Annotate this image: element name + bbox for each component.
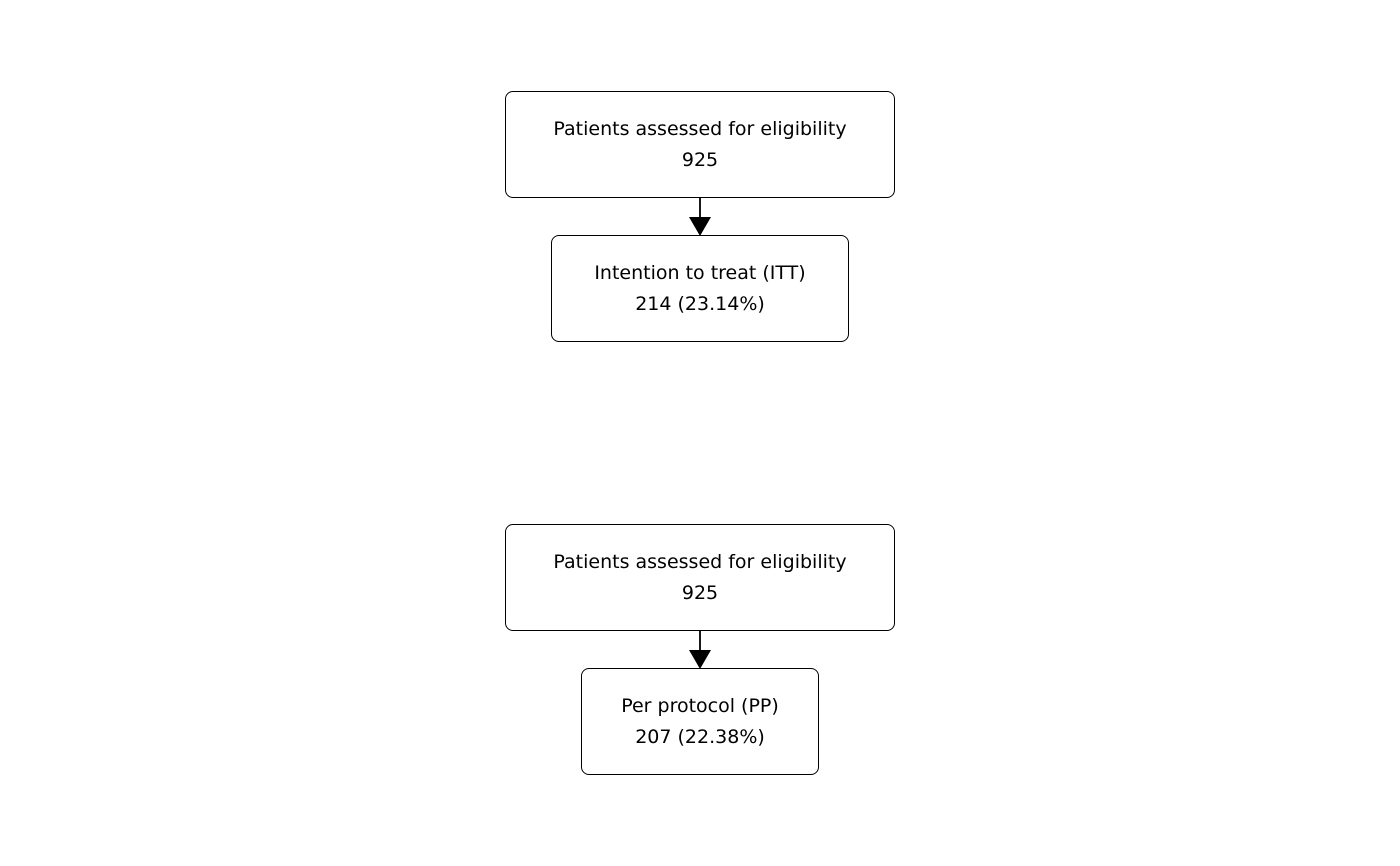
eligibility-box: Patients assessed for eligibility 925 bbox=[505, 524, 895, 631]
box-count: 925 bbox=[681, 581, 719, 604]
eligibility-box: Patients assessed for eligibility 925 bbox=[505, 91, 895, 198]
box-label: Patients assessed for eligibility bbox=[553, 117, 847, 140]
box-count: 207 (22.38%) bbox=[635, 725, 765, 748]
box-count: 925 bbox=[681, 148, 719, 171]
down-arrow-icon bbox=[689, 630, 711, 669]
pp-box: Per protocol (PP) 207 (22.38%) bbox=[581, 668, 819, 775]
itt-box: Intention to treat (ITT) 214 (23.14%) bbox=[551, 235, 849, 342]
box-label: Intention to treat (ITT) bbox=[594, 261, 806, 284]
box-count: 214 (23.14%) bbox=[635, 292, 765, 315]
box-label: Patients assessed for eligibility bbox=[553, 550, 847, 573]
down-arrow-icon bbox=[689, 197, 711, 236]
box-label: Per protocol (PP) bbox=[621, 694, 779, 717]
